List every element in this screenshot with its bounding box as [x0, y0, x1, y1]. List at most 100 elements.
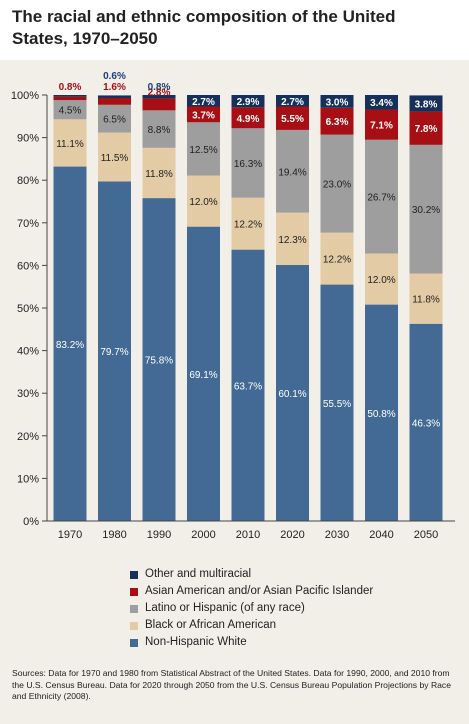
data-label-2000-2: 12.5%	[189, 145, 217, 156]
bar-segment-1980-3	[98, 97, 131, 105]
data-label-2040-3: 7.1%	[370, 121, 393, 132]
data-label-1980-2: 6.5%	[103, 115, 126, 126]
data-label-2000-0: 69.1%	[189, 370, 217, 381]
x-tick-label: 1980	[102, 529, 126, 541]
bar-segment-2050-4	[409, 95, 443, 112]
legend-swatch	[130, 638, 138, 647]
data-label-2000-3: 3.7%	[192, 110, 215, 121]
data-label-2000-4: 2.7%	[192, 97, 215, 108]
bar-segment-2050-2	[409, 144, 443, 274]
x-tick-label: 2000	[191, 529, 215, 541]
legend-label: Latino or Hispanic (of any race)	[145, 602, 305, 614]
stacked-bar-chart: 0% 10% 20% 30% 40% 50% 60% 70% 80% 90% 100% 83.2% 11…	[11, 71, 455, 541]
data-label-2020-3: 5.5%	[281, 114, 304, 125]
bar-segment-2040-0	[365, 304, 398, 521]
bar-segment-2000-4	[187, 95, 220, 107]
y-tick-label: 0%	[23, 516, 39, 528]
source-note: Sources: Data for 1970 and 1980 from Sta…	[0, 660, 469, 724]
data-label-2030-3: 6.3%	[326, 117, 349, 128]
bar-segment-2000-3	[187, 106, 220, 123]
y-tick-label: 10%	[17, 473, 39, 485]
y-tick-label: 50%	[17, 303, 39, 315]
bar-segment-1990-2	[142, 110, 176, 148]
data-label-1970-0: 83.2%	[56, 340, 84, 351]
y-tick-label: 40%	[17, 346, 39, 358]
data-label-1990-3: 2.8%	[148, 87, 171, 98]
data-label-1980-3: 1.6%	[103, 82, 126, 93]
data-label-1970-1: 11.1%	[56, 139, 84, 150]
data-label-2030-1: 12.2%	[323, 255, 351, 266]
bar-segment-2010-0	[231, 249, 265, 521]
x-tick-label: 1970	[58, 529, 82, 541]
bar-segment-2040-3	[365, 109, 398, 140]
data-label-2020-0: 60.1%	[278, 389, 306, 400]
data-label-2040-4: 3.4%	[370, 98, 393, 109]
data-label-1990-1: 11.8%	[145, 169, 173, 180]
bar-segment-2050-0	[409, 323, 443, 521]
data-label-2020-4: 2.7%	[281, 97, 304, 108]
data-label-2020-2: 19.4%	[278, 167, 306, 178]
bar-segment-1980-1	[98, 132, 131, 182]
bar-segment-2030-3	[320, 107, 354, 135]
x-tick-label: 2020	[280, 529, 304, 541]
legend-label: Black or African American	[145, 619, 277, 631]
bar-segment-2030-1	[320, 232, 354, 285]
bar-segment-1990-0	[142, 198, 176, 522]
legend-item: Asian American and/or Asian Pacific Isla…	[130, 583, 373, 600]
bar-segment-2040-1	[365, 253, 398, 305]
bar-segment-1990-1	[142, 147, 176, 199]
bar-segment-1990-3	[142, 98, 176, 111]
legend-item: Non-Hispanic White	[130, 634, 373, 651]
data-label-1970-3: 0.8%	[59, 82, 82, 93]
data-label-2040-0: 50.8%	[367, 409, 395, 420]
legend-label: Non-Hispanic White	[145, 636, 247, 648]
bar-segment-2030-0	[320, 284, 354, 521]
legend-label: Asian American and/or Asian Pacific Isla…	[145, 585, 374, 597]
data-label-2010-0: 63.7%	[234, 381, 262, 392]
bar-segment-1990-4	[142, 95, 176, 99]
data-label-2030-4: 3.0%	[326, 97, 349, 108]
data-label-2040-2: 26.7%	[367, 193, 395, 204]
data-label-2050-1: 11.8%	[412, 295, 440, 306]
y-tick-label: 90%	[17, 133, 39, 145]
bar-segment-2020-1	[276, 212, 309, 265]
legend-swatch	[130, 587, 138, 596]
y-tick-label: 30%	[17, 388, 39, 400]
y-tick-label: 80%	[17, 175, 39, 187]
data-label-1990-2: 8.8%	[148, 125, 171, 136]
data-label-1980-1: 11.5%	[101, 153, 129, 164]
data-label-2020-1: 12.3%	[278, 235, 306, 246]
legend-swatch	[130, 604, 138, 613]
data-label-2010-4: 2.9%	[237, 97, 260, 108]
bar-segment-2010-1	[231, 197, 265, 250]
bar-segment-2020-0	[276, 264, 309, 521]
data-label-2030-2: 23.0%	[323, 180, 351, 191]
x-tick-label: 2050	[414, 529, 438, 541]
y-tick-label: 100%	[11, 90, 39, 102]
bar-segment-1970-3	[53, 96, 87, 101]
legend-item: Black or African American	[130, 617, 373, 634]
data-label-1990-4: 0.8%	[148, 82, 171, 93]
data-label-2030-0: 55.5%	[323, 399, 351, 410]
data-label-2050-0: 46.3%	[412, 418, 440, 429]
bar-segment-2030-2	[320, 134, 354, 233]
bar-segment-2040-4	[365, 95, 398, 110]
data-label-1990-0: 75.8%	[145, 356, 173, 367]
data-label-2050-4: 3.8%	[415, 100, 438, 111]
bar-segment-2010-2	[231, 128, 265, 198]
bar-segment-2050-1	[409, 273, 443, 324]
data-label-2000-1: 12.0%	[189, 197, 217, 208]
chart-legend: Other and multiracial Asian American and/…	[130, 566, 373, 651]
y-tick-label: 70%	[17, 218, 39, 230]
bar-segment-2020-2	[276, 129, 309, 213]
bar-segment-2030-4	[320, 95, 354, 108]
chart-title: The racial and ethnic composition of the…	[12, 7, 396, 48]
x-tick-label: 2040	[369, 529, 393, 541]
bar-segment-1980-4	[98, 95, 131, 98]
bar-segment-2010-3	[231, 107, 265, 129]
bar-segment-2000-1	[187, 175, 220, 227]
data-label-2050-2: 30.2%	[412, 205, 440, 216]
bar-segment-1970-4	[53, 95, 87, 97]
bar-segment-2040-2	[365, 139, 398, 254]
